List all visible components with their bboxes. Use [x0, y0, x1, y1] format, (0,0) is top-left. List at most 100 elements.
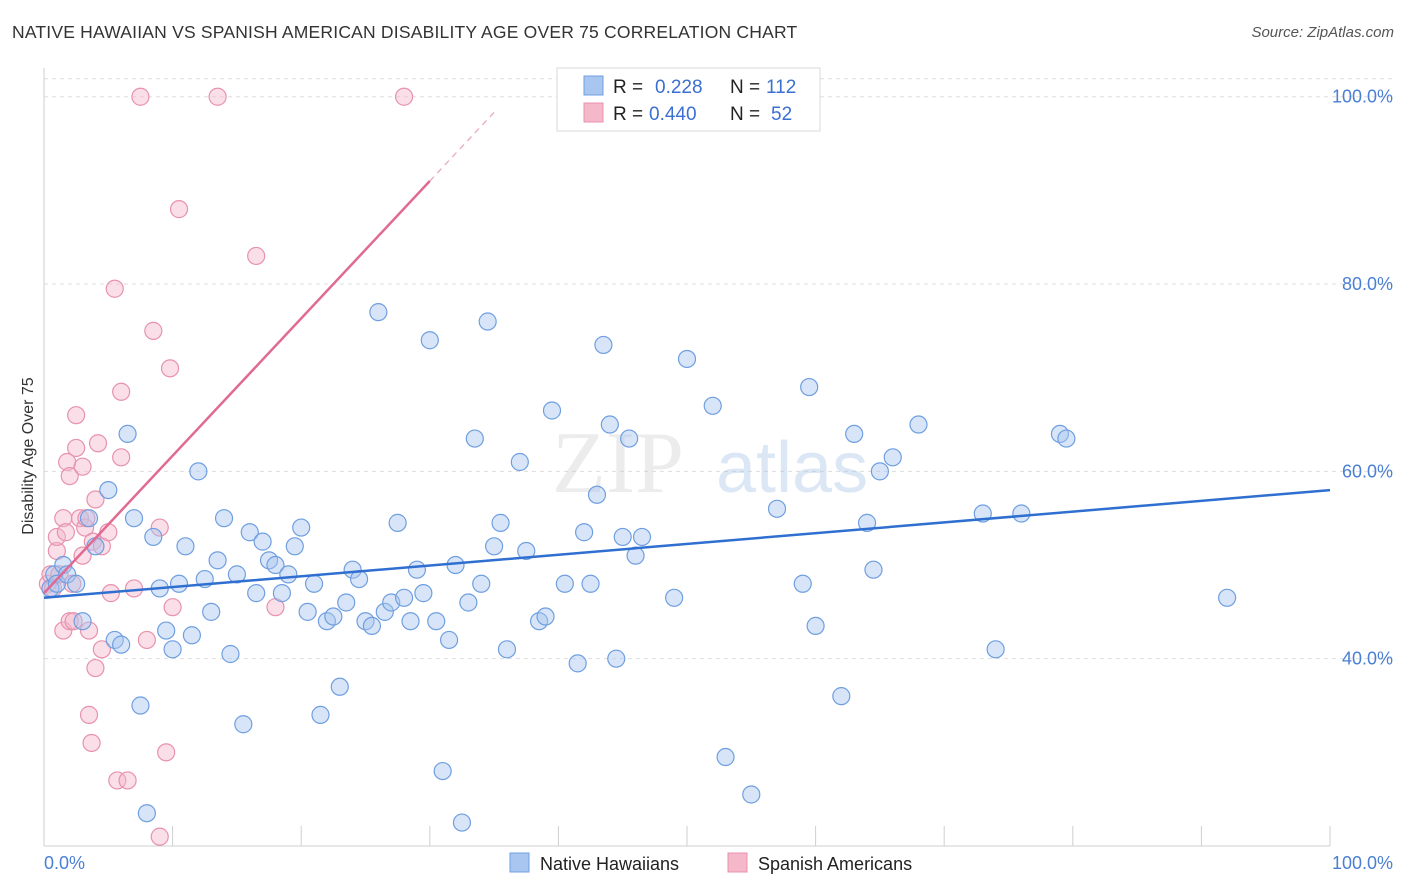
native-hawaiians-point — [253, 532, 272, 551]
native-hawaiians-point — [79, 509, 99, 528]
native-hawaiians-point — [1012, 504, 1031, 523]
spanish-americans-point — [131, 87, 150, 106]
native-hawaiians-point — [439, 630, 459, 650]
native-hawaiians-point — [67, 574, 86, 593]
spanish-americans-point — [160, 359, 180, 378]
spanish-americans-point — [208, 87, 227, 106]
native-hawaiians-point — [465, 429, 484, 448]
legend-swatch-blue — [583, 75, 604, 96]
native-hawaiians-point — [388, 513, 407, 532]
spanish-americans-point — [82, 733, 101, 753]
native-hawaiians-point — [157, 621, 176, 640]
native-hawaiians-point — [832, 687, 851, 706]
x-tick-label-min: 0.0% — [44, 853, 85, 873]
watermark: ZIP atlas — [552, 415, 868, 512]
native-hawaiians-point — [459, 593, 478, 612]
x-tick-label-max: 100.0% — [1332, 853, 1393, 873]
native-hawaiians-point — [909, 415, 928, 434]
native-hawaiians-point — [517, 541, 536, 561]
native-hawaiians-point — [292, 518, 311, 537]
native-hawaiians-point — [568, 654, 587, 673]
native-hawaiians-point — [497, 640, 517, 659]
native-hawaiians-point — [677, 349, 697, 369]
spanish-americans-point — [76, 518, 95, 537]
native-hawaiians-point — [240, 523, 259, 542]
spanish-americans-point — [144, 321, 163, 340]
native-hawaiians-point — [575, 523, 594, 542]
legend-n-value-2: 52 — [771, 104, 792, 125]
native-hawaiians-point — [112, 635, 131, 654]
native-hawaiians-point — [870, 462, 890, 481]
native-hawaiians-point — [394, 588, 414, 607]
spanish-americans-point — [67, 406, 86, 425]
native-hawaiians-point — [279, 565, 298, 584]
legend-r-value-2: 0.440 — [649, 104, 697, 125]
native-hawaiians-point — [986, 640, 1005, 659]
spanish-americans-point — [73, 457, 92, 476]
native-hawaiians-point — [632, 527, 652, 547]
native-hawaiians-point — [1057, 429, 1076, 448]
spanish-americans-point — [63, 574, 82, 593]
native-hawaiians-point — [124, 509, 144, 528]
watermark-atlas: atlas — [716, 428, 868, 508]
y-tick-label: 100.0% — [1332, 87, 1393, 107]
stats-legend: R = 0.228 N = 112 R = 0.440 N = 52 — [556, 67, 821, 132]
spanish-americans-point — [88, 434, 108, 453]
native-hawaiians-point — [536, 607, 555, 626]
spanish-americans-point — [79, 705, 99, 724]
native-hawaiians-point — [99, 480, 118, 500]
spanish-americans-point — [47, 527, 66, 547]
native-hawaiians-point — [491, 513, 510, 532]
native-hawaiians-point — [845, 424, 864, 444]
native-hawaiians-point — [189, 462, 208, 481]
spanish-americans-point — [86, 490, 105, 509]
native-hawaiians-point — [600, 415, 619, 434]
spanish-americans-point — [118, 771, 137, 790]
native-hawaiians-point — [214, 509, 234, 528]
spanish-americans-point — [157, 743, 176, 762]
native-hawaiians-point — [337, 593, 356, 612]
legend-n-label-2: N = — [730, 104, 760, 125]
native-hawaiians-point — [542, 401, 562, 420]
native-hawaiians-point — [298, 602, 317, 621]
legend-n-label-1: N = — [730, 77, 760, 98]
native-hawaiians-points — [41, 303, 1237, 832]
native-hawaiians-point — [510, 452, 529, 472]
native-hawaiians-point — [343, 560, 362, 579]
bottom-legend-label-spanish-americans: Spanish Americans — [758, 854, 912, 874]
native-hawaiians-point — [420, 331, 439, 350]
native-hawaiians-point — [607, 649, 626, 668]
native-hawaiians-point — [485, 537, 504, 556]
native-hawaiians-point — [375, 602, 394, 621]
spanish-americans-point — [67, 438, 86, 458]
native-hawaiians-point — [208, 551, 227, 570]
native-hawaiians-point — [73, 612, 92, 631]
legend-r-label-2: R = — [613, 104, 643, 125]
native-hawaiians-point — [221, 644, 240, 664]
native-hawaiians-point — [613, 527, 632, 547]
spanish-americans-point — [150, 518, 169, 537]
spanish-americans-point — [79, 621, 99, 640]
native-hawaiians-point — [169, 574, 189, 593]
native-hawaiians-point — [806, 616, 825, 636]
series-legend: Native Hawaiians Spanish Americans — [509, 852, 912, 874]
native-hawaiians-point — [163, 640, 182, 659]
spanish-americans-point — [73, 546, 92, 565]
native-hawaiians-point — [864, 560, 883, 579]
native-hawaiians-point — [137, 804, 156, 823]
spanish-americans-point — [169, 200, 189, 219]
spanish-americans-point — [60, 612, 79, 631]
native-hawaiians-point — [144, 527, 163, 547]
spanish-americans-point — [247, 246, 266, 266]
spanish-americans-point — [56, 523, 75, 542]
spanish-americans-point — [60, 466, 79, 486]
native-hawaiians-point — [176, 537, 195, 556]
native-hawaiians-point — [311, 705, 330, 724]
spanish-americans-point — [108, 771, 127, 790]
y-tick-label: 80.0% — [1342, 274, 1393, 294]
spanish-americans-point — [124, 579, 144, 598]
native-hawaiians-point — [118, 424, 137, 444]
legend-r-label-1: R = — [613, 77, 643, 98]
native-hawaiians-point — [401, 612, 420, 631]
native-hawaiians-point — [247, 584, 266, 603]
